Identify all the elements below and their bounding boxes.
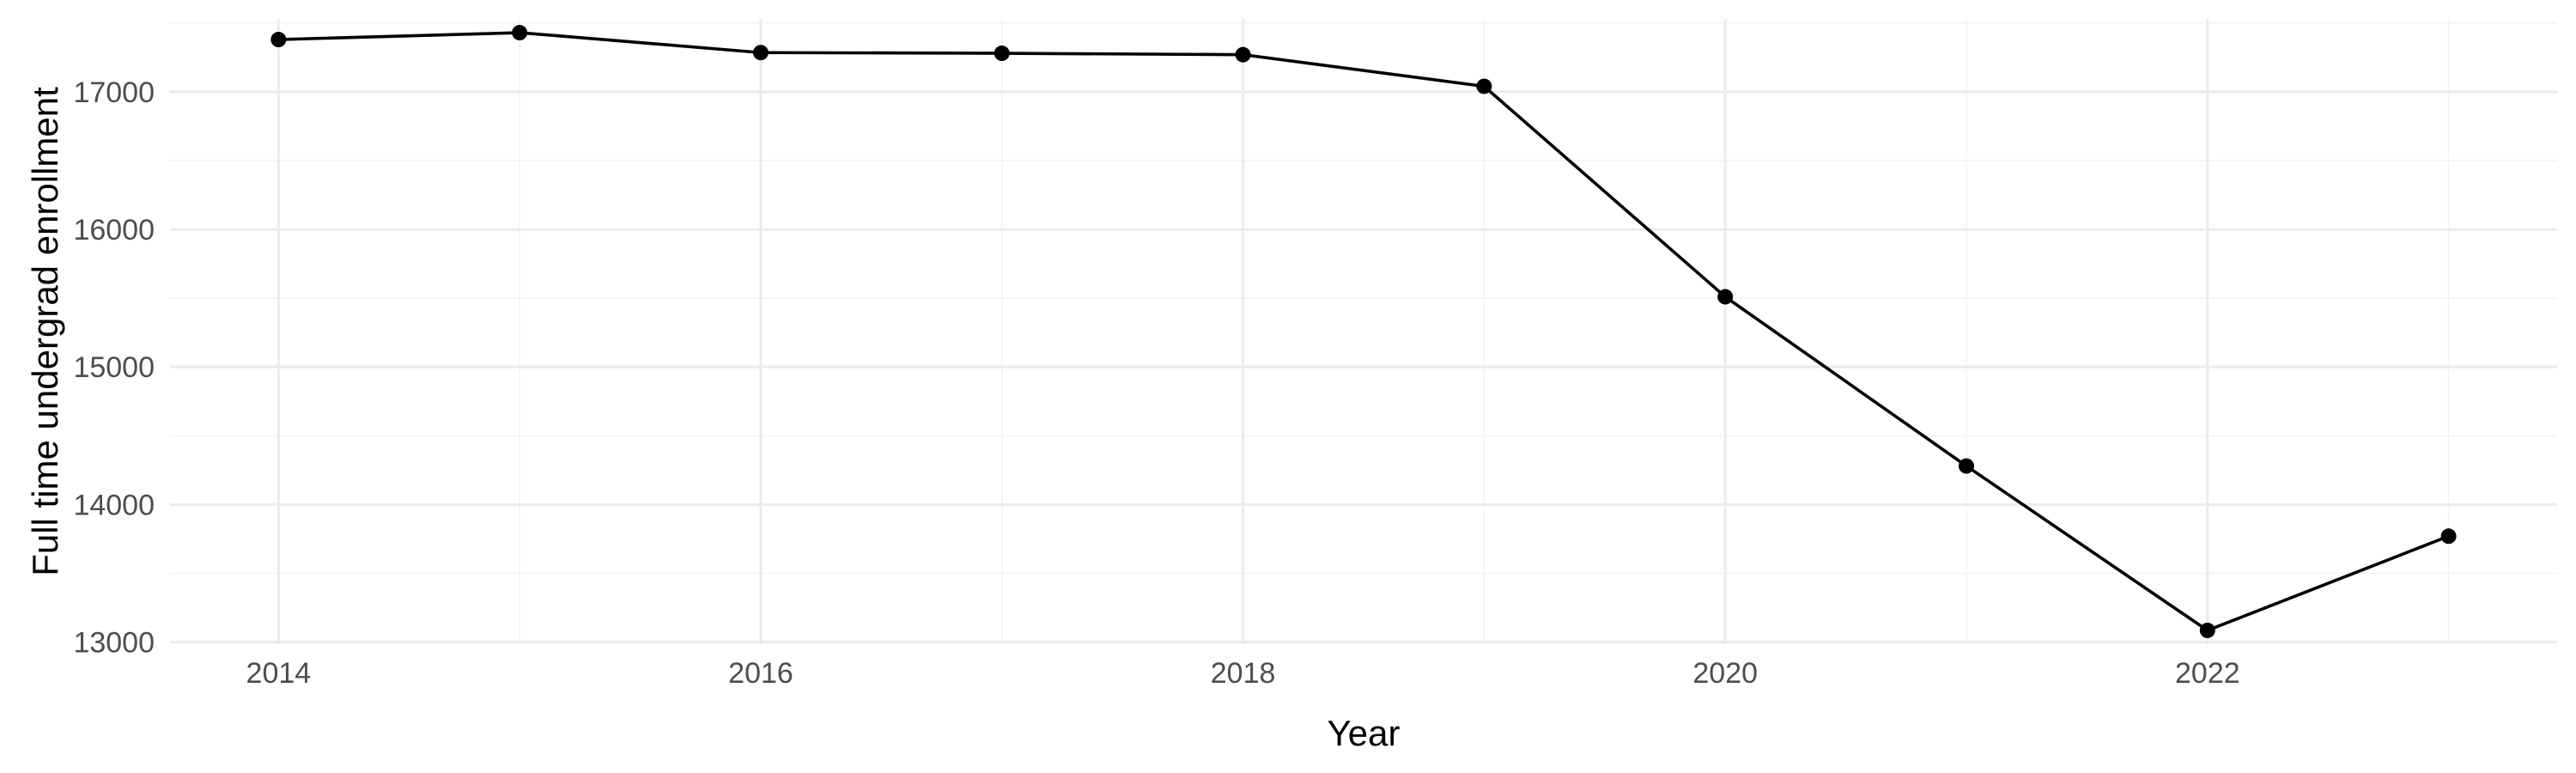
x-tick-label: 2016 [728, 657, 793, 690]
tick-labels: 2014 2016 2018 2020 2022 13000 14000 15000 16000… [73, 76, 2239, 690]
data-point [1959, 458, 1975, 474]
x-tick-label: 2022 [2175, 657, 2240, 690]
x-tick-label: 2018 [1211, 657, 1276, 690]
data-point [1235, 46, 1251, 63]
y-axis-title: Full time undergrad enrollment [25, 87, 65, 576]
y-tick-label: 14000 [73, 489, 155, 521]
data-point [2440, 528, 2457, 545]
grid-lines [170, 19, 2557, 644]
data-point [512, 25, 528, 41]
data-point [752, 45, 769, 61]
data-series [270, 25, 2457, 638]
y-tick-label: 15000 [73, 351, 155, 384]
y-tick-label: 17000 [73, 76, 155, 109]
data-point [270, 32, 287, 48]
data-point [2199, 622, 2215, 638]
x-tick-label: 2020 [1692, 657, 1758, 690]
x-tick-label: 2014 [246, 657, 312, 690]
data-point [1476, 78, 1492, 94]
x-axis-title: Year [1327, 713, 1400, 753]
y-tick-label: 16000 [73, 214, 155, 247]
data-point [993, 46, 1010, 62]
series-line [276, 31, 2451, 632]
data-point [1717, 289, 1734, 305]
y-tick-label: 13000 [73, 627, 155, 660]
